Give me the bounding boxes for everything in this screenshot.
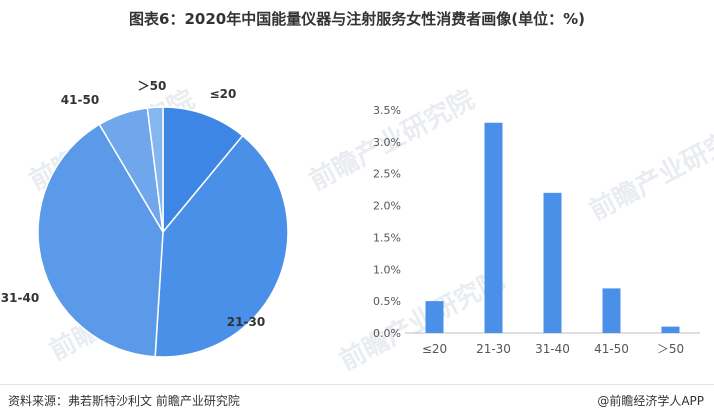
bar-chart: 0.0% 0.5% 1.0% 1.5% 2.0% 2.5% 3.0% 3.5% ≤20 21-30… — [373, 104, 700, 356]
bar — [425, 301, 444, 333]
pie-label: 21-30 — [227, 315, 265, 329]
source-note: 资料来源：弗若斯特沙利文 前瞻产业研究院 — [8, 394, 240, 408]
x-tick-label: ≤20 — [422, 342, 447, 356]
x-tick-label: 31-40 — [535, 342, 570, 356]
y-tick-label: 2.5% — [373, 168, 401, 181]
pie-slice — [37, 123, 164, 358]
y-tick-label: 1.0% — [373, 263, 401, 276]
pie-slice — [162, 106, 244, 235]
bar — [661, 326, 680, 333]
x-tick-label: 21-30 — [476, 342, 511, 356]
pie-label: ≤20 — [210, 87, 237, 101]
x-tick-label: 41-50 — [594, 342, 629, 356]
pie-label: 41-50 — [61, 93, 99, 107]
pie-slice — [154, 134, 289, 358]
x-tick-label: ＞50 — [657, 342, 684, 356]
bar — [543, 192, 562, 333]
pie-slice — [146, 106, 164, 233]
y-tick-label: 2.0% — [373, 200, 401, 213]
chart-title: 图表6：2020年中国能量仪器与注射服务女性消费者画像(单位：%) — [129, 10, 585, 28]
pie-label: ＞50 — [138, 79, 167, 93]
y-tick-label: 1.5% — [373, 231, 401, 244]
bar — [602, 288, 621, 333]
y-tick-label: 0.5% — [373, 295, 401, 308]
footer: 资料来源：弗若斯特沙利文 前瞻产业研究院 @前瞻经济学人APP — [0, 384, 714, 419]
y-tick-label: 0.0% — [373, 327, 401, 340]
bar — [484, 122, 503, 333]
brand-label: @前瞻经济学人APP — [597, 394, 704, 408]
y-tick-label: 3.0% — [373, 136, 401, 149]
y-tick-label: 3.5% — [373, 104, 401, 117]
pie-label: 31-40 — [1, 291, 39, 305]
pie-chart: ≤20 21-30 31-40 41-50 ＞50 — [1, 79, 289, 358]
